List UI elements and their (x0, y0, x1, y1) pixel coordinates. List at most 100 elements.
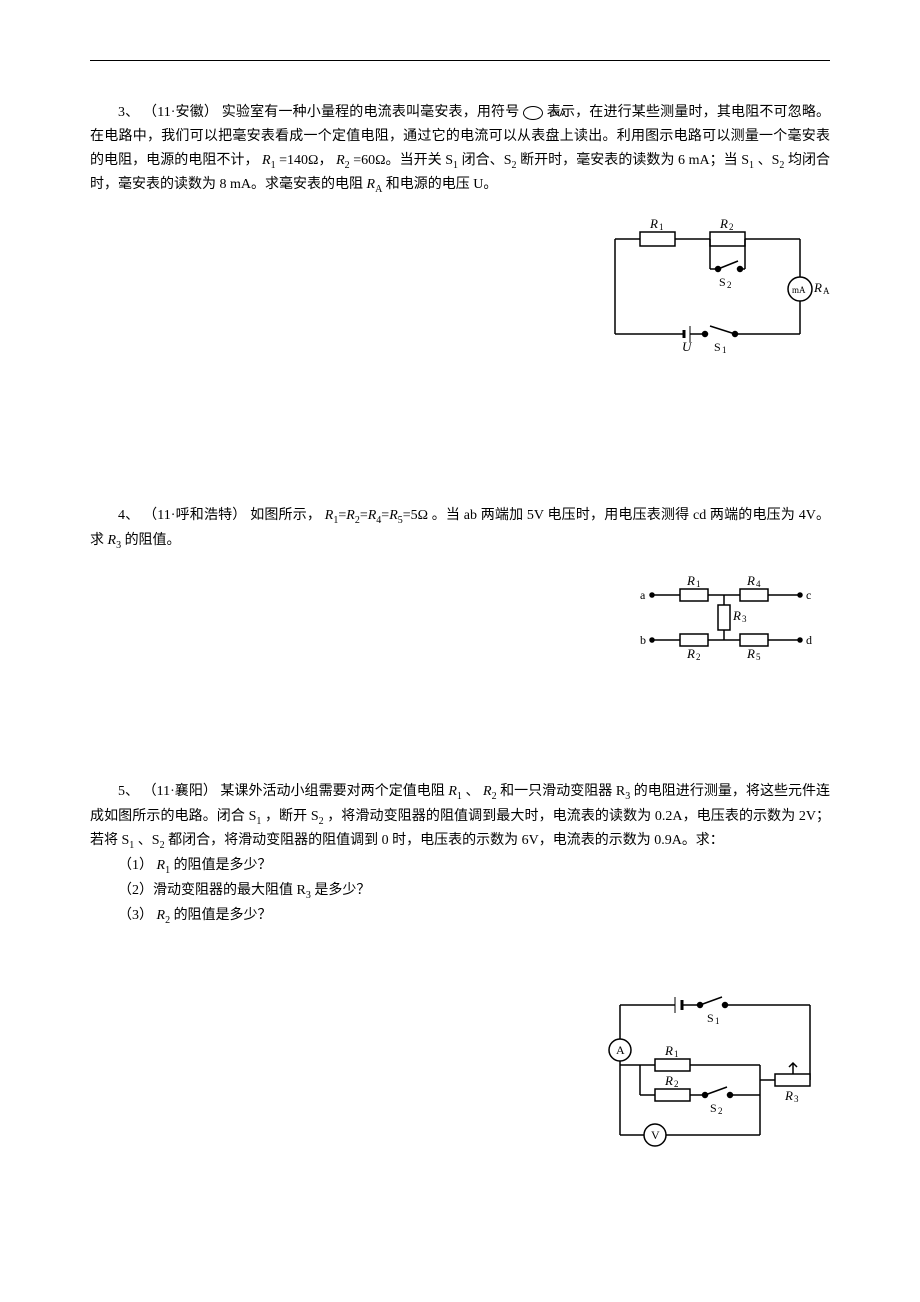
fig4-R1s: 1 (696, 579, 701, 589)
fig3-RAs: A (823, 286, 830, 296)
p5-S2a: 2 (319, 815, 324, 826)
p5-R2s: 2 (492, 791, 497, 802)
p3-text-a: 实验室有一种小量程的电流表叫毫安表，用符号 (222, 105, 520, 120)
p3-text-f: 断开时，毫安表的读数为 6 mA；当 S (520, 153, 749, 168)
p5-q3-t: 的阻值是多少？ (174, 908, 272, 923)
top-rule (90, 60, 830, 61)
p5-text-g: 、S (138, 833, 160, 848)
fig3-U: U (682, 339, 693, 354)
p5-q3: （3） (118, 908, 153, 923)
problem-5: 5、 （11·襄阳） 某课外活动小组需要对两个定值电阻 R1 、 R2 和一只滑… (90, 780, 830, 929)
p5-S1a: 1 (256, 815, 261, 826)
p3-RA-sub: A (375, 184, 382, 195)
p5-number: 5、 (118, 784, 139, 799)
milliammeter-symbol-icon: mA (523, 106, 543, 120)
p3-RA: R (367, 177, 376, 192)
fig4-R2s: 2 (696, 652, 701, 660)
fig4-R3: R (732, 608, 741, 623)
fig5-R1: R (664, 1043, 673, 1058)
p5-R1s: 1 (457, 791, 462, 802)
problem-5-text: 5、 （11·襄阳） 某课外活动小组需要对两个定值电阻 R1 、 R2 和一只滑… (90, 780, 830, 929)
p3-R2-sub: 2 (345, 159, 350, 170)
fig4-R5s: 5 (756, 652, 761, 660)
problem-4-text: 4、 （11·呼和浩特） 如图所示， R1=R2=R4=R5=5Ω 。当 ab … (90, 504, 830, 554)
fig3-S1: S (714, 340, 721, 354)
problem-5-circuit-icon: A V S1 R1 R2 S2 R3 (600, 985, 830, 1155)
p3-S1b: 1 (749, 159, 754, 170)
p4-R1s: 1 (333, 515, 338, 526)
problem-4-circuit-icon: a b c d R1 R4 R3 R2 R5 (630, 570, 830, 660)
p4-R4s: 4 (376, 515, 381, 526)
p3-text-i: 和电源的电压 U。 (386, 177, 498, 192)
fig5-R2s: 2 (674, 1079, 679, 1089)
fig5-R3s: 3 (794, 1094, 799, 1104)
fig3-R1: R (649, 216, 658, 231)
fig5-R3: R (784, 1088, 793, 1103)
problem-4: 4、 （11·呼和浩特） 如图所示， R1=R2=R4=R5=5Ω 。当 ab … (90, 504, 830, 554)
p3-text-g: 、S (758, 153, 780, 168)
problem-3: 3、 （11·安徽） 实验室有一种小量程的电流表叫毫安表，用符号 mA 表示，在… (90, 101, 830, 198)
fig4-R3s: 3 (742, 614, 747, 624)
fig5-R2: R (664, 1073, 673, 1088)
p5-text-h: 都闭合，将滑动变阻器的阻值调到 0 时，电压表的示数为 6V，电流表的示数为 0… (168, 833, 724, 848)
problem-5-figure-row: A V S1 R1 R2 S2 R3 (90, 985, 830, 1155)
p5-q1-r: R (157, 858, 166, 873)
p5-text-e: ，断开 S (265, 809, 319, 824)
fig4-c: c (806, 588, 811, 602)
p4-R3s: 3 (116, 540, 121, 551)
p5-q2-t: 是多少？ (314, 883, 370, 898)
p5-R3s: 3 (625, 791, 630, 802)
problem-3-figure-row: R 1 R 2 S 2 mA R A S 1 U (90, 214, 830, 354)
fig5-S1: S (707, 1011, 714, 1025)
fig5-S2s: 2 (718, 1106, 723, 1116)
problem-3-text: 3、 （11·安徽） 实验室有一种小量程的电流表叫毫安表，用符号 mA 表示，在… (90, 101, 830, 198)
p3-S2b: 2 (779, 159, 784, 170)
p5-q1-rs: 1 (165, 865, 170, 876)
fig3-R2s: 2 (729, 222, 734, 232)
p4-R2: R (346, 508, 355, 523)
p3-R1: R (262, 153, 271, 168)
p3-text-c: =140Ω， (279, 153, 332, 168)
problem-3-circuit-icon: R 1 R 2 S 2 mA R A S 1 U (600, 214, 830, 354)
p5-R2: R (483, 784, 492, 799)
p5-R1: R (448, 784, 457, 799)
fig3-S2s: 2 (727, 280, 732, 290)
p4-R5: R (389, 508, 398, 523)
p4-text-c: 的阻值。 (125, 533, 181, 548)
p4-R4: R (368, 508, 377, 523)
p3-text-e: 闭合、S (462, 153, 512, 168)
fig3-S1s: 1 (722, 345, 727, 354)
fig5-R1s: 1 (674, 1049, 679, 1059)
p5-q1: （1） (118, 858, 153, 873)
fig4-R1: R (686, 573, 695, 588)
fig3-RA: R (813, 280, 822, 295)
p3-text-d: =60Ω。当开关 S (353, 153, 453, 168)
fig3-S2: S (719, 275, 726, 289)
p3-number: 3、 (118, 105, 139, 120)
p5-q3-r: R (157, 908, 166, 923)
p4-source: （11·呼和浩特） (143, 508, 246, 523)
fig4-b: b (640, 633, 646, 647)
p5-text-b: 、 (465, 784, 479, 799)
fig3-R1s: 1 (659, 222, 664, 232)
p5-S1b: 1 (129, 840, 134, 851)
p4-R5s: 5 (398, 515, 403, 526)
p4-number: 4、 (118, 508, 139, 523)
fig4-R2: R (686, 646, 695, 660)
p4-text-a: 如图所示， (250, 508, 321, 523)
fig4-R4s: 4 (756, 579, 761, 589)
fig5-V: V (651, 1128, 660, 1142)
fig3-R2: R (719, 216, 728, 231)
problem-4-figure-row: a b c d R1 R4 R3 R2 R5 (90, 570, 830, 660)
fig4-R4: R (746, 573, 755, 588)
p5-q1-t: 的阻值是多少？ (174, 858, 272, 873)
fig4-a: a (640, 588, 646, 602)
p4-R2s: 2 (355, 515, 360, 526)
p3-R2: R (336, 153, 345, 168)
p3-S1a: 1 (453, 159, 458, 170)
p5-S2b: 2 (160, 840, 165, 851)
p5-q2: （2）滑动变阻器的最大阻值 R (118, 883, 306, 898)
fig3-mA: mA (792, 285, 806, 295)
fig5-S1s: 1 (715, 1016, 720, 1026)
p5-text-a: 某课外活动小组需要对两个定值电阻 (220, 784, 448, 799)
